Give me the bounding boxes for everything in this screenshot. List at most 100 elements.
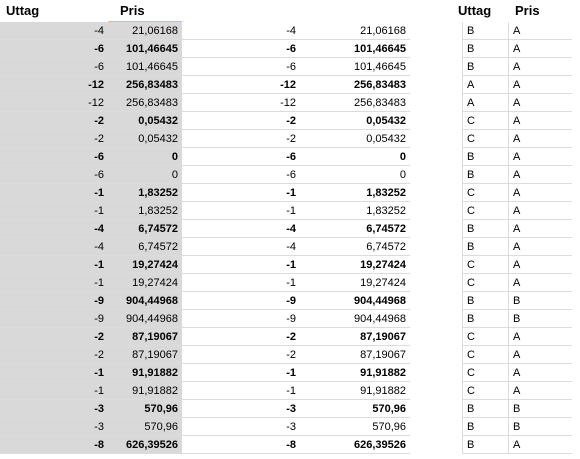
- cell-pris-copy[interactable]: 19,27424: [300, 274, 410, 292]
- cell-pris-copy[interactable]: 570,96: [300, 418, 410, 436]
- cell-class-2[interactable]: A: [508, 94, 572, 112]
- header-pris-left[interactable]: Pris: [120, 3, 145, 18]
- cell-class-1[interactable]: C: [462, 184, 508, 202]
- cell-uttag[interactable]: -9: [0, 292, 108, 310]
- cell-uttag[interactable]: -4: [0, 22, 108, 40]
- cell-uttag-copy[interactable]: -6: [182, 40, 300, 58]
- cell-uttag[interactable]: -6: [0, 58, 108, 76]
- cell-class-1[interactable]: C: [462, 202, 508, 220]
- cell-uttag-copy[interactable]: -1: [182, 256, 300, 274]
- cell-uttag-copy[interactable]: -6: [182, 58, 300, 76]
- cell-class-1[interactable]: B: [462, 238, 508, 256]
- cell-class-1[interactable]: B: [462, 220, 508, 238]
- cell-pris-copy[interactable]: 570,96: [300, 400, 410, 418]
- cell-class-2[interactable]: A: [508, 76, 572, 94]
- cell-class-2[interactable]: A: [508, 112, 572, 130]
- cell-class-1[interactable]: B: [462, 166, 508, 184]
- cell-pris-copy[interactable]: 87,19067: [300, 328, 410, 346]
- cell-class-2[interactable]: A: [508, 184, 572, 202]
- cell-uttag-copy[interactable]: -3: [182, 400, 300, 418]
- cell-pris[interactable]: 19,27424: [108, 274, 182, 292]
- cell-pris[interactable]: 87,19067: [108, 328, 182, 346]
- cell-uttag[interactable]: -3: [0, 400, 108, 418]
- cell-class-1[interactable]: A: [462, 76, 508, 94]
- cell-class-2[interactable]: A: [508, 148, 572, 166]
- cell-pris-copy[interactable]: 91,91882: [300, 382, 410, 400]
- cell-pris[interactable]: 91,91882: [108, 382, 182, 400]
- cell-class-2[interactable]: A: [508, 364, 572, 382]
- cell-uttag-copy[interactable]: -2: [182, 112, 300, 130]
- cell-class-1[interactable]: B: [462, 400, 508, 418]
- cell-pris[interactable]: 1,83252: [108, 202, 182, 220]
- cell-pris-copy[interactable]: 1,83252: [300, 202, 410, 220]
- cell-uttag[interactable]: -2: [0, 130, 108, 148]
- cell-uttag-copy[interactable]: -9: [182, 292, 300, 310]
- cell-uttag[interactable]: -6: [0, 166, 108, 184]
- cell-uttag-copy[interactable]: -12: [182, 94, 300, 112]
- cell-class-1[interactable]: A: [462, 94, 508, 112]
- cell-uttag[interactable]: -12: [0, 94, 108, 112]
- cell-class-1[interactable]: B: [462, 418, 508, 436]
- cell-pris-copy[interactable]: 87,19067: [300, 346, 410, 364]
- cell-class-1[interactable]: B: [462, 292, 508, 310]
- cell-pris[interactable]: 256,83483: [108, 76, 182, 94]
- cell-class-2[interactable]: A: [508, 166, 572, 184]
- cell-class-1[interactable]: C: [462, 274, 508, 292]
- cell-pris[interactable]: 6,74572: [108, 220, 182, 238]
- cell-pris-copy[interactable]: 19,27424: [300, 256, 410, 274]
- cell-pris-copy[interactable]: 6,74572: [300, 238, 410, 256]
- cell-class-1[interactable]: C: [462, 256, 508, 274]
- header-uttag-left[interactable]: Uttag: [6, 3, 40, 18]
- cell-pris-copy[interactable]: 0: [300, 148, 410, 166]
- cell-uttag[interactable]: -1: [0, 274, 108, 292]
- cell-uttag[interactable]: -1: [0, 256, 108, 274]
- cell-pris[interactable]: 21,06168: [108, 22, 182, 40]
- cell-class-1[interactable]: B: [462, 22, 508, 40]
- cell-class-1[interactable]: C: [462, 382, 508, 400]
- cell-class-1[interactable]: B: [462, 58, 508, 76]
- cell-uttag-copy[interactable]: -1: [182, 202, 300, 220]
- cell-pris[interactable]: 0,05432: [108, 112, 182, 130]
- cell-uttag-copy[interactable]: -6: [182, 166, 300, 184]
- cell-pris-copy[interactable]: 256,83483: [300, 76, 410, 94]
- cell-pris-copy[interactable]: 101,46645: [300, 40, 410, 58]
- cell-uttag[interactable]: -8: [0, 436, 108, 454]
- cell-uttag-copy[interactable]: -4: [182, 238, 300, 256]
- cell-uttag[interactable]: -2: [0, 112, 108, 130]
- cell-pris-copy[interactable]: 101,46645: [300, 58, 410, 76]
- cell-uttag-copy[interactable]: -4: [182, 220, 300, 238]
- cell-pris[interactable]: 0: [108, 166, 182, 184]
- cell-uttag-copy[interactable]: -9: [182, 310, 300, 328]
- cell-uttag[interactable]: -1: [0, 184, 108, 202]
- cell-pris-copy[interactable]: 256,83483: [300, 94, 410, 112]
- cell-class-2[interactable]: A: [508, 274, 572, 292]
- cell-pris-copy[interactable]: 0,05432: [300, 112, 410, 130]
- cell-class-2[interactable]: A: [508, 256, 572, 274]
- cell-pris[interactable]: 570,96: [108, 400, 182, 418]
- cell-pris[interactable]: 904,44968: [108, 292, 182, 310]
- cell-uttag[interactable]: -6: [0, 40, 108, 58]
- cell-pris-copy[interactable]: 91,91882: [300, 364, 410, 382]
- cell-uttag[interactable]: -9: [0, 310, 108, 328]
- cell-uttag[interactable]: -6: [0, 148, 108, 166]
- cell-pris[interactable]: 6,74572: [108, 238, 182, 256]
- cell-uttag-copy[interactable]: -8: [182, 436, 300, 454]
- cell-class-1[interactable]: C: [462, 130, 508, 148]
- cell-uttag-copy[interactable]: -4: [182, 22, 300, 40]
- cell-pris-copy[interactable]: 21,06168: [300, 22, 410, 40]
- cell-uttag[interactable]: -2: [0, 346, 108, 364]
- cell-class-2[interactable]: B: [508, 400, 572, 418]
- cell-pris[interactable]: 904,44968: [108, 310, 182, 328]
- cell-class-2[interactable]: A: [508, 382, 572, 400]
- cell-class-2[interactable]: A: [508, 22, 572, 40]
- cell-uttag[interactable]: -1: [0, 382, 108, 400]
- cell-class-2[interactable]: A: [508, 346, 572, 364]
- cell-pris[interactable]: 626,39526: [108, 436, 182, 454]
- cell-uttag-copy[interactable]: -1: [182, 364, 300, 382]
- cell-pris[interactable]: 570,96: [108, 418, 182, 436]
- cell-uttag-copy[interactable]: -6: [182, 148, 300, 166]
- cell-class-1[interactable]: C: [462, 346, 508, 364]
- cell-uttag[interactable]: -2: [0, 328, 108, 346]
- cell-uttag[interactable]: -1: [0, 364, 108, 382]
- cell-uttag-copy[interactable]: -1: [182, 184, 300, 202]
